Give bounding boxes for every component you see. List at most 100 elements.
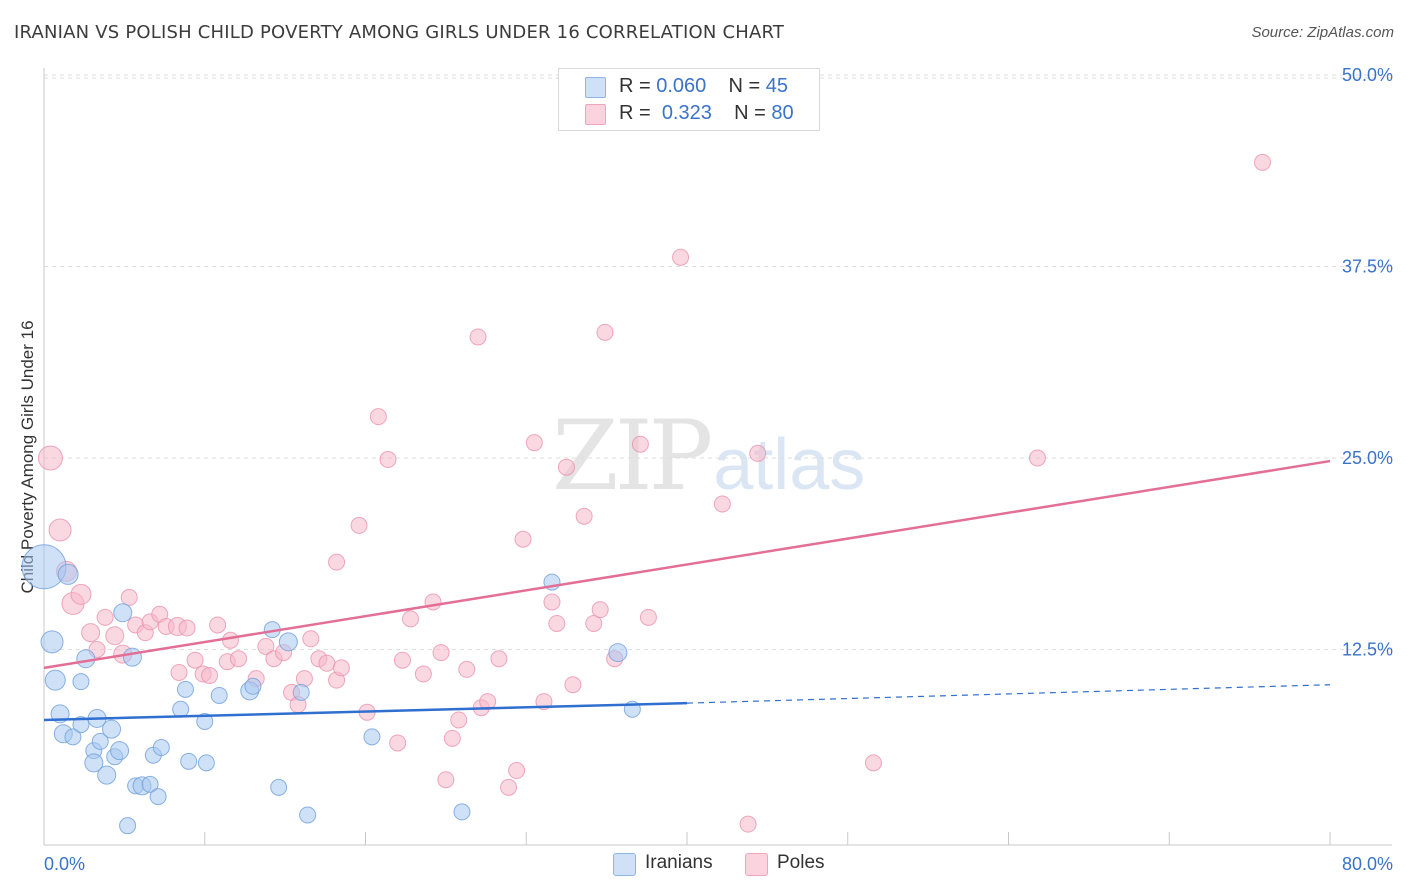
watermark-zip: ZIP [552,400,713,512]
poles-point [450,711,468,729]
poles-point [591,601,609,619]
legend-n-value-poles: 80 [771,102,794,124]
watermark: ZIPatlas [552,400,865,512]
poles-point [514,530,532,548]
poles-point [201,667,219,685]
iranians-point [72,673,90,691]
poles-point [48,518,72,542]
y-tick-label: 25.0% [1342,448,1393,468]
iranians-trend-extension [686,684,1331,704]
iranians-point [119,817,137,835]
iranians-point [172,700,190,718]
iranians-point [110,741,130,761]
poles-point [749,444,767,462]
poles-point [596,323,614,341]
poles-point [389,734,407,752]
iranians-point [149,788,167,806]
iranians-point [292,683,310,701]
source-credit: Source: ZipAtlas.com [1251,24,1394,41]
poles-point [230,650,248,668]
x-tick-label: 0.0% [44,854,85,874]
iranians-point [91,732,109,750]
poles-point [379,451,397,469]
legend-swatch-poles [585,104,606,125]
poles-point [1253,153,1271,171]
poles-point [575,507,593,525]
chart-title: IRANIAN VS POLISH CHILD POVERTY AMONG GI… [14,22,785,43]
iranians-point [21,544,67,590]
poles-point [328,553,346,571]
iranians-point [40,630,64,654]
poles-point [120,588,138,606]
watermark-atlas: atlas [713,425,866,505]
iranians-point [72,716,90,734]
poles-point [639,608,657,626]
poles-point [557,458,575,476]
legend-r-value-poles: 0.323 [661,102,712,124]
iranians-point [64,728,82,746]
iranians-point [44,669,66,691]
poles-point [170,663,188,681]
poles-point [318,654,336,672]
iranians-point [76,649,96,669]
poles-point [437,771,455,789]
poles-point [1028,449,1046,467]
poles-point [332,659,350,677]
poles-point [295,670,313,688]
poles-point [186,651,204,669]
poles-point [178,619,196,637]
poles-point [302,630,320,648]
iranians-point [270,778,288,796]
poles-point [432,644,450,662]
y-tick-label: 50.0% [1342,65,1393,85]
x-tick-label: 80.0% [1342,854,1393,874]
poles-point [631,435,649,453]
poles-point [543,593,561,611]
poles-point [739,815,757,833]
iranians-point [84,753,104,773]
iranians-point [57,563,79,585]
poles-point [81,623,101,643]
poles-point [585,614,603,632]
iranians-point [176,680,194,698]
poles-point [548,614,566,632]
iranians-trend-line [43,701,688,722]
legend-r-label: R = [619,102,657,124]
bottom-legend-swatch-poles [745,853,768,876]
iranians-point [113,603,133,623]
legend-n-label: N = [728,75,766,97]
poles-point [564,676,582,694]
iranians-point [453,803,471,821]
poles-point [257,637,275,655]
iranians-point [363,728,381,746]
legend-r-label: R = [619,75,657,97]
iranians-point [278,632,298,652]
poles-point [508,762,526,780]
poles-point [96,608,114,626]
iranians-point [97,765,117,785]
poles-point [864,754,882,772]
poles-point [402,610,420,628]
bottom-legend-label-poles: Poles [777,852,825,873]
poles-point [414,665,432,683]
iranians-point [141,775,159,793]
poles-point [70,583,92,605]
poles-trend-line [43,459,1331,670]
poles-point [209,616,227,634]
y-tick-label: 12.5% [1342,640,1393,660]
legend-n-value-iranians: 45 [765,75,789,97]
iranians-point [122,647,142,667]
iranians-point [299,806,317,824]
legend-swatch-iranians [585,77,606,98]
iranians-point [197,754,215,772]
legend-n-label: N = [734,102,772,124]
bottom-legend-label-iranians: Iranians [645,852,713,873]
poles-point [369,408,387,426]
y-tick-label: 37.5% [1342,257,1393,277]
iranians-point [152,739,170,757]
poles-point [350,516,368,534]
iranians-point [244,677,262,695]
iranians-point [196,713,214,731]
poles-point [672,248,690,266]
